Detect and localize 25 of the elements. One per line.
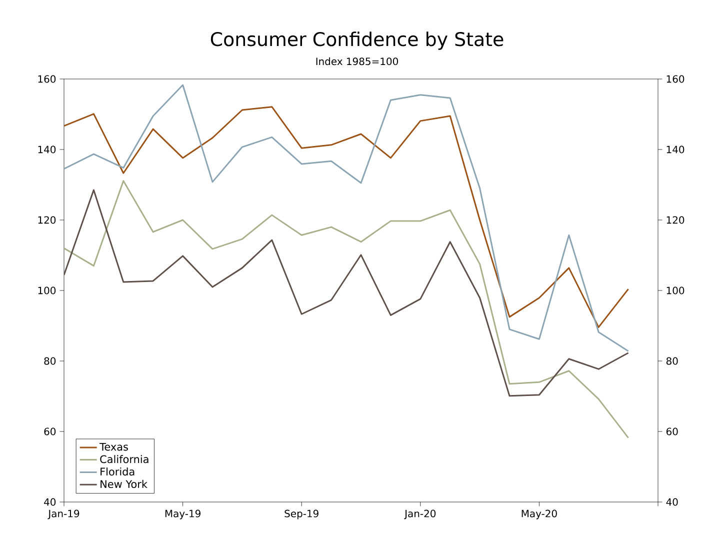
y2-tick-label: 140 — [666, 146, 684, 154]
x-tick-label: May-20 — [522, 510, 557, 520]
x-tick-label: Jan-20 — [404, 510, 436, 520]
legend-label: Texas — [100, 442, 128, 451]
y2-tick-label: 120 — [666, 216, 684, 224]
x-tick-label: May-19 — [165, 510, 200, 520]
y-tick-label: 80 — [44, 357, 56, 365]
y-tick-label: 40 — [44, 498, 56, 506]
legend-label: New York — [100, 480, 148, 488]
y2-tick-label: 160 — [666, 75, 684, 83]
chart-subtitle: Index 1985=100 — [316, 57, 398, 66]
legend-label: Florida — [100, 467, 134, 476]
chart-title: Consumer Confidence by State — [210, 32, 504, 50]
x-tick-label: Jan-19 — [48, 510, 80, 520]
y2-tick-label: 40 — [666, 498, 678, 506]
y2-tick-label: 100 — [666, 286, 684, 294]
y-tick-label: 120 — [38, 216, 56, 224]
legend-label: California — [100, 455, 148, 464]
y-tick-label: 100 — [38, 286, 56, 294]
y-tick-label: 140 — [38, 146, 56, 154]
y-tick-label: 160 — [38, 75, 56, 83]
x-tick-label: Sep-19 — [284, 510, 318, 520]
y-tick-label: 60 — [44, 428, 56, 436]
y2-tick-label: 80 — [666, 357, 678, 365]
y2-tick-label: 60 — [666, 428, 678, 436]
